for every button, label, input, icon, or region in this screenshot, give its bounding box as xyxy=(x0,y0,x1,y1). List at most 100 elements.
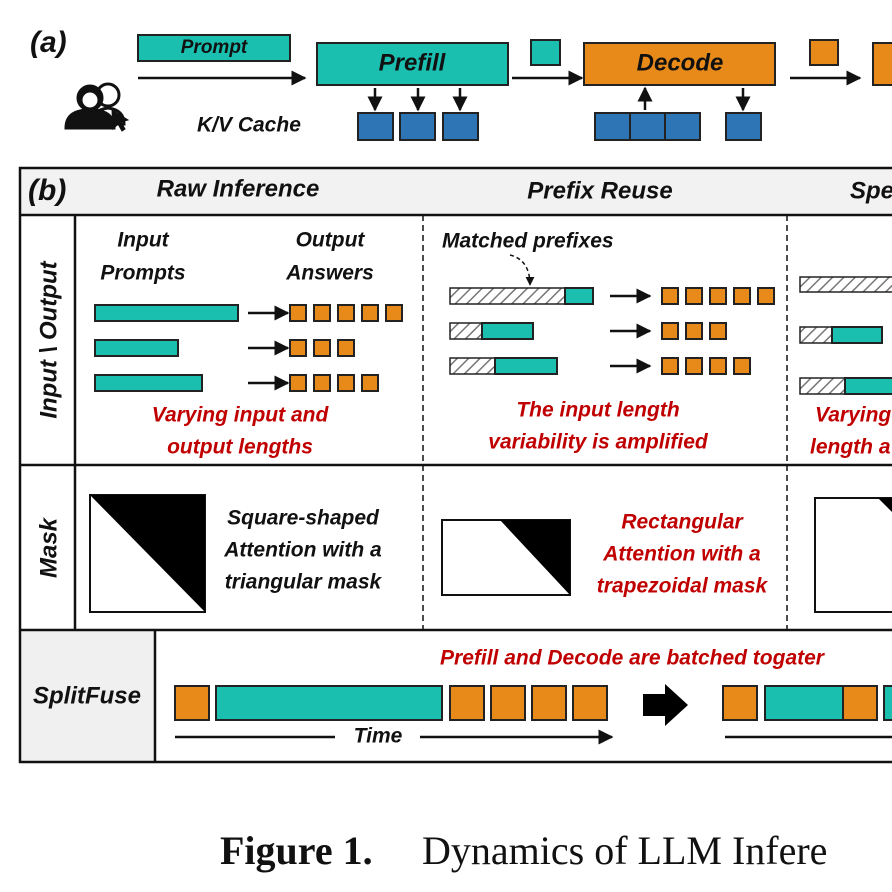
shape xyxy=(79,89,101,111)
panel-a: (a) Prompt Prefill Decode K/V Cache xyxy=(30,26,892,141)
prefill-label: Prefill xyxy=(379,49,447,76)
block xyxy=(685,287,703,305)
mask-trapezoid xyxy=(500,520,570,595)
caption-text: Dynamics of LLM Infere xyxy=(422,828,827,873)
note: length a xyxy=(810,436,891,459)
kv-block xyxy=(357,112,394,141)
kv-cache-label: K/V Cache xyxy=(197,114,301,137)
mask-triangle xyxy=(90,495,205,612)
matched-label: Matched prefixes xyxy=(442,230,614,253)
mask-note: triangular mask xyxy=(225,571,383,594)
shape xyxy=(643,684,688,726)
block xyxy=(764,685,844,721)
note: variability is amplified xyxy=(488,431,709,454)
token xyxy=(530,39,561,66)
prompt-label: Prompt xyxy=(181,37,248,58)
prefix-bar xyxy=(449,357,496,375)
kv-block xyxy=(442,112,479,141)
kv-block xyxy=(725,112,762,141)
output-header: Output xyxy=(296,229,366,252)
note: Varying input and xyxy=(152,404,330,427)
decode-box xyxy=(872,42,892,86)
block xyxy=(757,287,775,305)
block xyxy=(722,685,758,721)
input-header: Input xyxy=(117,229,169,252)
mask-note: Attention with a xyxy=(223,539,382,562)
user-icon xyxy=(64,82,130,132)
prompt-bar xyxy=(94,374,203,392)
block xyxy=(842,685,878,721)
block xyxy=(313,374,331,392)
panel-label: (a) xyxy=(30,26,67,59)
output-tokens xyxy=(289,304,403,392)
kv-block xyxy=(664,112,701,141)
kv-block xyxy=(399,112,436,141)
prompt-bar xyxy=(94,339,179,357)
block xyxy=(313,304,331,322)
row-label: SplitFuse xyxy=(33,682,141,709)
block xyxy=(661,287,679,305)
panel-label: (b) xyxy=(28,174,66,207)
column-header: Prefix Reuse xyxy=(527,177,672,204)
batch-sequence xyxy=(174,684,892,726)
prompt-bar xyxy=(494,357,558,375)
note: The input length xyxy=(516,399,679,422)
block xyxy=(289,304,307,322)
block xyxy=(661,357,679,375)
prefix-bar xyxy=(449,322,483,340)
header-row xyxy=(20,168,892,215)
prompt-bar xyxy=(564,287,594,305)
mask-note: Rectangular xyxy=(621,511,744,534)
mask-note: Square-shaped xyxy=(227,507,380,530)
token xyxy=(809,39,839,66)
block xyxy=(385,304,403,322)
block xyxy=(337,304,355,322)
panel-b: (b) Raw Inference Prefix Reuse Spe Input… xyxy=(18,166,892,764)
input-header: Prompts xyxy=(100,262,185,285)
note: output lengths xyxy=(167,436,313,459)
output-header: Answers xyxy=(285,262,374,285)
decode-box xyxy=(583,42,776,86)
prompt-box xyxy=(137,34,291,62)
block xyxy=(709,287,727,305)
block xyxy=(289,339,307,357)
column-header: Spe xyxy=(850,177,892,204)
mask-note: trapezoidal mask xyxy=(597,575,769,598)
block xyxy=(361,304,379,322)
block xyxy=(883,685,892,721)
dashed-arrow xyxy=(509,254,535,286)
block xyxy=(733,357,751,375)
block xyxy=(709,322,727,340)
block xyxy=(685,322,703,340)
block xyxy=(709,357,727,375)
note: Varying xyxy=(815,404,891,427)
note: Prefill and Decode are batched togater xyxy=(440,647,826,670)
mask-rect xyxy=(814,497,892,613)
prefix-bar xyxy=(799,377,846,395)
block xyxy=(174,685,210,721)
block xyxy=(215,685,443,721)
kv-block xyxy=(629,112,666,141)
prompt-bar xyxy=(94,304,239,322)
block xyxy=(685,357,703,375)
block xyxy=(531,685,567,721)
block xyxy=(733,287,751,305)
block xyxy=(572,685,608,721)
row-label: Input \ Output xyxy=(35,260,62,418)
block xyxy=(337,374,355,392)
mask-note: Attention with a xyxy=(602,543,761,566)
decode-label: Decode xyxy=(637,49,724,76)
shape xyxy=(64,108,116,130)
kv-block xyxy=(594,112,631,141)
block xyxy=(490,685,526,721)
block xyxy=(361,374,379,392)
prefix-bar xyxy=(449,287,566,305)
column-header: Raw Inference xyxy=(157,175,320,202)
shape xyxy=(111,109,130,132)
mask-shape xyxy=(878,498,892,512)
row-header-cell xyxy=(20,630,155,762)
row-label: Mask xyxy=(35,516,62,578)
prompt-bar xyxy=(481,322,534,340)
